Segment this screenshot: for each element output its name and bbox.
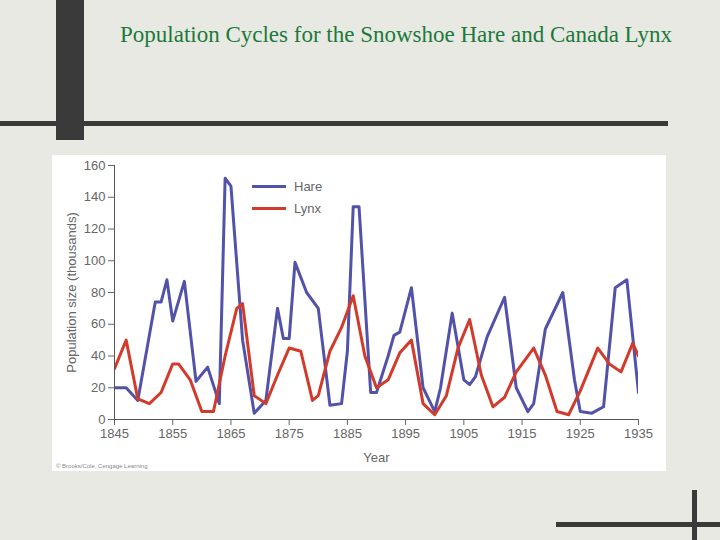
svg-text:20: 20 xyxy=(91,380,105,395)
svg-text:1925: 1925 xyxy=(566,426,595,441)
html-text:Hare: Hare xyxy=(294,178,323,194)
svg-text:160: 160 xyxy=(84,158,106,173)
svg-text:1885: 1885 xyxy=(333,426,362,441)
svg-text:60: 60 xyxy=(91,316,105,331)
svg-text:1895: 1895 xyxy=(391,426,420,441)
svg-text:Population size (thousands): Population size (thousands) xyxy=(64,212,79,372)
svg-text:80: 80 xyxy=(91,285,105,300)
svg-text:100: 100 xyxy=(84,253,106,268)
svg-text:120: 120 xyxy=(84,221,106,236)
svg-text:1855: 1855 xyxy=(158,426,187,441)
svg-text:1865: 1865 xyxy=(216,426,245,441)
svg-text:0: 0 xyxy=(98,412,105,427)
svg-text:1915: 1915 xyxy=(508,426,537,441)
html-text:Population Cycles for the Snow: Population Cycles for the Snowshoe Hare … xyxy=(120,22,672,47)
svg-text:40: 40 xyxy=(91,348,105,363)
svg-text:1935: 1935 xyxy=(624,426,653,441)
html-text:Lynx: Lynx xyxy=(294,200,321,216)
svg-text:1905: 1905 xyxy=(449,426,478,441)
svg-text:140: 140 xyxy=(84,189,106,204)
html-text:© Brooks/Cole, Cengage Learnin: © Brooks/Cole, Cengage Learning xyxy=(56,463,148,469)
svg-text:Year: Year xyxy=(363,450,390,465)
svg-text:1875: 1875 xyxy=(275,426,304,441)
svg-text:1845: 1845 xyxy=(100,426,129,441)
